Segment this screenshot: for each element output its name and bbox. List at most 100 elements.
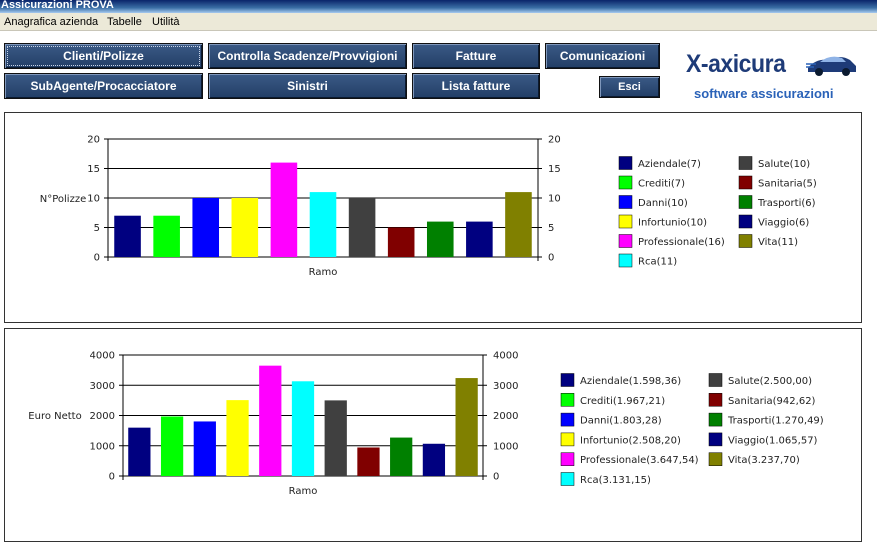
legend-swatch <box>618 234 633 248</box>
legend-swatch <box>618 214 633 229</box>
bar-crediti <box>153 215 180 257</box>
bar-aziendale <box>128 427 151 476</box>
controlla-scadenze-button[interactable]: Controlla Scadenze/Provvigioni <box>208 43 407 69</box>
euro-bar-chart: 0 0 1000 1000 2000 2000 3000 3000 4000 4000 Euro N… <box>28 351 824 498</box>
menu-utilita[interactable]: Utilità <box>152 16 180 28</box>
clienti-polizze-button[interactable]: Clienti/Polizze <box>4 43 203 69</box>
legend-item: Rca(3.131,15) <box>580 475 651 486</box>
x-axis-label: Ramo <box>289 486 318 497</box>
menu-bar: Anagrafica azienda Tabelle Utilità <box>0 13 877 31</box>
car-logo-icon <box>806 56 856 76</box>
legend-swatch <box>738 195 753 209</box>
legend-swatch <box>560 393 575 407</box>
legend-swatch <box>560 452 575 466</box>
legend-swatch <box>708 452 723 466</box>
legend-item: Crediti(1.967,21) <box>580 396 665 407</box>
legend-swatch <box>618 195 633 209</box>
bar-danni <box>193 421 216 476</box>
y2-tick-label: 1000 <box>493 441 518 452</box>
legend-item: Aziendale(7) <box>638 159 701 170</box>
y2-tick-label: 2000 <box>493 411 518 422</box>
bar-viaggio <box>466 221 493 257</box>
menu-tabelle[interactable]: Tabelle <box>107 16 142 28</box>
legend-item: Trasporti(1.270,49) <box>727 416 824 427</box>
legend-item: Viaggio(1.065,57) <box>728 435 818 446</box>
bar-infortunio <box>231 198 259 257</box>
bar-vita <box>455 378 478 476</box>
bar-sanitaria <box>357 447 380 476</box>
y-tick-label: 3000 <box>90 381 115 392</box>
bar-crediti <box>160 416 184 476</box>
y-tick-label: 4000 <box>90 351 115 362</box>
legend-item: Trasporti(6) <box>757 198 816 209</box>
legend-swatch <box>738 234 753 248</box>
y2-tick-label: 0 <box>548 253 554 264</box>
logo-name: X-axicura <box>686 50 786 78</box>
bar-trasporti <box>426 221 454 257</box>
x-axis-label: Ramo <box>309 267 338 278</box>
lista-fatture-button[interactable]: Lista fatture <box>412 73 540 99</box>
y2-tick-label: 10 <box>548 194 561 205</box>
y-tick-label: 2000 <box>90 411 115 422</box>
bar-salute <box>324 400 347 476</box>
y2-tick-label: 0 <box>493 472 499 483</box>
y2-tick-label: 3000 <box>493 381 518 392</box>
sinistri-button[interactable]: Sinistri <box>208 73 407 99</box>
legend-swatch <box>560 432 575 447</box>
legend-swatch <box>738 214 753 229</box>
y-axis-label: N°Polizze <box>40 194 86 205</box>
bar-vita <box>505 192 532 257</box>
y-tick-label: 20 <box>87 135 100 146</box>
y-tick-label: 0 <box>109 472 115 483</box>
legend-item: Professionale(3.647,54) <box>580 455 699 466</box>
bar-infortunio <box>226 400 249 476</box>
legend-item: Sanitaria(5) <box>758 179 817 190</box>
y2-tick-label: 20 <box>548 135 561 146</box>
bar-salute <box>348 198 376 257</box>
logo-tagline: software assicurazioni <box>694 86 834 101</box>
euro-chart-panel: 0 0 1000 1000 2000 2000 3000 3000 4000 4000 Euro N… <box>4 328 862 542</box>
legend-item: Infortunio(2.508,20) <box>580 435 681 446</box>
legend-swatch <box>560 412 575 427</box>
bar-rca <box>309 192 337 257</box>
legend-item: Salute(2.500,00) <box>728 376 812 387</box>
legend-swatch <box>708 393 723 407</box>
comunicazioni-button[interactable]: Comunicazioni <box>545 43 660 69</box>
esci-button[interactable]: Esci <box>599 76 660 98</box>
y2-tick-label: 15 <box>548 164 561 175</box>
legend-swatch <box>738 156 753 170</box>
bar-professionale <box>259 365 282 476</box>
legend-swatch <box>708 412 723 427</box>
polizze-bar-chart: 0 0 5 5 10 10 15 15 20 20 N°Polizze Ramo Aziendale(7… <box>40 135 817 279</box>
legend-swatch <box>618 175 633 190</box>
legend-swatch <box>560 472 575 486</box>
y2-tick-label: 4000 <box>493 351 518 362</box>
legend-item: Crediti(7) <box>638 179 685 190</box>
legend-item: Professionale(16) <box>638 237 725 248</box>
legend-swatch <box>618 156 633 170</box>
legend-item: Vita(11) <box>758 237 798 248</box>
subagente-procacciatore-button[interactable]: SubAgente/Procacciatore <box>4 73 203 99</box>
polizze-chart-panel: 0 0 5 5 10 10 15 15 20 20 N°Polizze Ramo Aziendale(7… <box>4 112 862 323</box>
legend-swatch <box>560 373 575 387</box>
y-tick-label: 0 <box>94 253 100 264</box>
bar-viaggio <box>422 443 446 476</box>
legend-item: Viaggio(6) <box>758 218 809 229</box>
bar-rca <box>291 381 315 476</box>
legend-swatch <box>738 175 753 190</box>
y-tick-label: 10 <box>87 194 100 205</box>
legend-swatch <box>708 373 723 387</box>
bar-sanitaria <box>387 227 415 257</box>
bar-danni <box>192 198 220 257</box>
legend-swatch <box>618 253 633 268</box>
menu-anagrafica-azienda[interactable]: Anagrafica azienda <box>4 16 99 28</box>
bar-aziendale <box>114 215 141 257</box>
bar-trasporti <box>390 437 413 476</box>
y-tick-label: 5 <box>94 223 100 234</box>
fatture-button[interactable]: Fatture <box>412 43 540 69</box>
y-axis-label: Euro Netto <box>28 411 81 422</box>
legend-item: Sanitaria(942,62) <box>728 396 816 407</box>
y-tick-label: 1000 <box>90 441 115 452</box>
legend-item: Infortunio(10) <box>638 218 707 229</box>
legend-item: Salute(10) <box>758 159 810 170</box>
